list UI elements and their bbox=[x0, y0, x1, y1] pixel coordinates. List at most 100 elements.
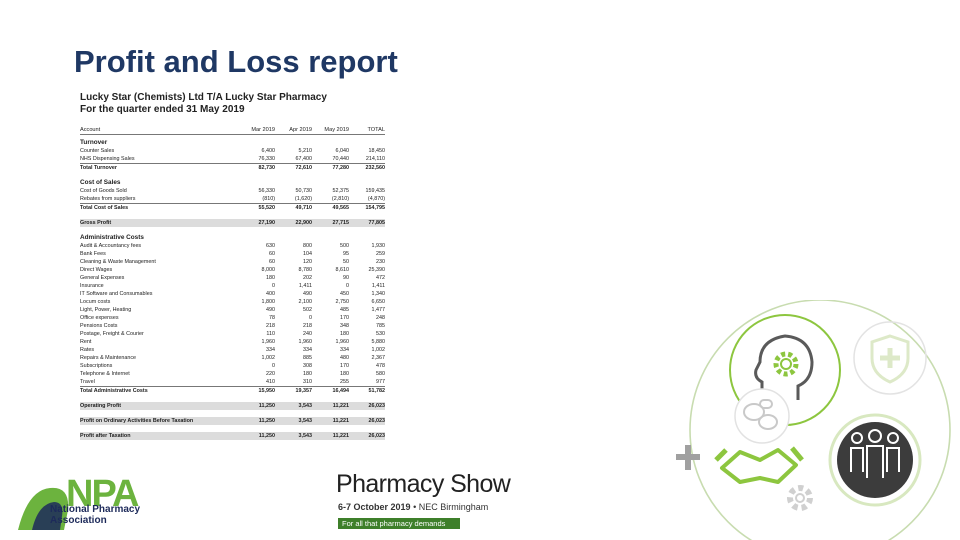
report-row: Travel 410 310 255 977 bbox=[80, 378, 385, 386]
row-value: 1,477 bbox=[371, 307, 386, 313]
row-value: 1,411 bbox=[371, 283, 385, 289]
row-value: 27,190 bbox=[258, 220, 276, 226]
row-value: 11,221 bbox=[332, 433, 349, 439]
row-value: 51,782 bbox=[368, 388, 386, 394]
row-label: NHS Dispensing Sales bbox=[80, 156, 135, 162]
row-label: Operating Profit bbox=[80, 403, 122, 409]
report-row: Cost of Goods Sold 56,330 50,730 52,375 159,… bbox=[80, 187, 385, 195]
row-value: 3,543 bbox=[298, 403, 313, 409]
row-label: IT Software and Consumables bbox=[80, 291, 153, 297]
row-value: 180 bbox=[266, 275, 275, 281]
show-bullet: • bbox=[413, 502, 419, 512]
report-body: Turnover Counter Sales 6,400 5,210 6,040 18,4… bbox=[80, 139, 385, 440]
row-value: 50 bbox=[343, 259, 349, 265]
report-row: Office expenses 78 0 170 248 bbox=[80, 314, 385, 322]
row-value: 348 bbox=[340, 323, 349, 329]
row-value: 104 bbox=[303, 251, 312, 257]
row-value: 248 bbox=[376, 315, 385, 321]
shield-cross-icon bbox=[853, 321, 927, 395]
row-value: 154,795 bbox=[365, 205, 386, 211]
row-value: 11,221 bbox=[332, 403, 349, 409]
row-label: Turnover bbox=[80, 139, 108, 146]
row-value: 220 bbox=[266, 371, 275, 377]
row-value: 1,960 bbox=[335, 339, 350, 345]
row-value: 530 bbox=[376, 331, 385, 337]
pharmacy-show-dates: 6-7 October 2019 • NEC Birmingham bbox=[338, 502, 488, 512]
row-value: 1,930 bbox=[371, 243, 386, 249]
row-label: Travel bbox=[80, 379, 95, 385]
row-value: 11,250 bbox=[258, 433, 275, 439]
row-value: 11,250 bbox=[258, 418, 275, 424]
row-value: 11,221 bbox=[332, 418, 349, 424]
row-value: 6,040 bbox=[335, 148, 350, 154]
row-value: 90 bbox=[343, 275, 349, 281]
row-value: 52,375 bbox=[332, 188, 350, 194]
row-value: 72,610 bbox=[295, 165, 313, 171]
report-company: Lucky Star (Chemists) Ltd T/A Lucky Star… bbox=[80, 92, 327, 103]
row-value: 170 bbox=[340, 315, 349, 321]
report-row: IT Software and Consumables 400 490 450 1,34… bbox=[80, 290, 385, 298]
row-value: 490 bbox=[303, 291, 312, 297]
report-row: Audit & Accountancy fees 630 800 500 1,930 bbox=[80, 242, 385, 250]
gear-icon bbox=[787, 485, 813, 511]
row-label: Locum costs bbox=[80, 299, 111, 305]
row-value: 214,110 bbox=[365, 156, 385, 162]
row-value: 49,710 bbox=[295, 205, 313, 211]
plus-icon bbox=[676, 445, 700, 470]
row-value: 55,520 bbox=[258, 205, 276, 211]
report-section-heading: Turnover bbox=[80, 139, 385, 147]
row-value: 78 bbox=[269, 315, 275, 321]
row-value: 0 bbox=[346, 283, 349, 289]
row-value: 410 bbox=[266, 379, 275, 385]
row-label: Office expenses bbox=[80, 315, 119, 321]
row-value: 255 bbox=[340, 379, 349, 385]
report-row: Rent 1,960 1,960 1,960 5,880 bbox=[80, 338, 385, 346]
show-dates: 6-7 October 2019 bbox=[338, 502, 411, 512]
row-value: 977 bbox=[376, 379, 385, 385]
row-value: 1,002 bbox=[261, 355, 276, 361]
report-row: Rates 334 334 334 1,002 bbox=[80, 346, 385, 354]
row-label: Cost of Sales bbox=[80, 179, 121, 186]
row-value: 15,950 bbox=[258, 388, 276, 394]
report-row: Counter Sales 6,400 5,210 6,040 18,450 bbox=[80, 147, 385, 155]
row-value: 60 bbox=[269, 251, 275, 257]
row-value: 0 bbox=[272, 363, 275, 369]
row-value: 310 bbox=[303, 379, 312, 385]
row-value: 1,002 bbox=[371, 347, 386, 353]
row-value: 2,100 bbox=[298, 299, 313, 305]
row-value: 6,650 bbox=[371, 299, 386, 305]
row-value: 180 bbox=[303, 371, 312, 377]
report-row: Total Turnover 82,730 72,610 77,280 232,560 bbox=[80, 163, 385, 172]
slide-title: Profit and Loss report bbox=[74, 44, 398, 79]
report-row: Telephone & Internet 220 180 180 580 bbox=[80, 370, 385, 378]
row-value: 2,750 bbox=[335, 299, 350, 305]
report-row: Pensions Costs 218 218 348 785 bbox=[80, 322, 385, 330]
report-row: Profit on Ordinary Activities Before Tax… bbox=[80, 417, 385, 425]
report-row: Light, Power, Heating 490 502 485 1,477 bbox=[80, 306, 385, 314]
people-group-icon bbox=[828, 413, 922, 507]
row-label: Total Cost of Sales bbox=[80, 205, 129, 211]
npa-name-line1: National Pharmacy bbox=[50, 504, 141, 515]
row-value: 1,411 bbox=[298, 283, 312, 289]
row-value: 16,494 bbox=[332, 388, 350, 394]
row-value: 8,000 bbox=[261, 267, 276, 273]
row-value: 8,780 bbox=[298, 267, 313, 273]
report-row: Direct Wages 8,000 8,780 8,610 25,390 bbox=[80, 266, 385, 274]
row-value: 67,400 bbox=[295, 156, 313, 162]
row-label: Rebates from suppliers bbox=[80, 196, 136, 202]
row-value: 232,560 bbox=[365, 165, 386, 171]
column-apr: Apr 2019 bbox=[289, 127, 312, 133]
report-row: NHS Dispensing Sales 76,330 67,400 70,440 21… bbox=[80, 155, 385, 163]
row-value: 77,805 bbox=[368, 220, 386, 226]
report-section-heading: Cost of Sales bbox=[80, 179, 385, 187]
row-value: 334 bbox=[266, 347, 275, 353]
row-label: Repairs & Maintenance bbox=[80, 355, 137, 361]
row-value: 400 bbox=[266, 291, 275, 297]
report-row: Total Administrative Costs 15,950 19,357 16… bbox=[80, 386, 385, 395]
row-value: 885 bbox=[303, 355, 312, 361]
row-value: 50,730 bbox=[295, 188, 313, 194]
row-value: 1,800 bbox=[261, 299, 276, 305]
row-value: 19,357 bbox=[295, 388, 313, 394]
row-value: (1,620) bbox=[294, 196, 312, 202]
report-row: Bank Fees 60 104 95 259 bbox=[80, 250, 385, 258]
